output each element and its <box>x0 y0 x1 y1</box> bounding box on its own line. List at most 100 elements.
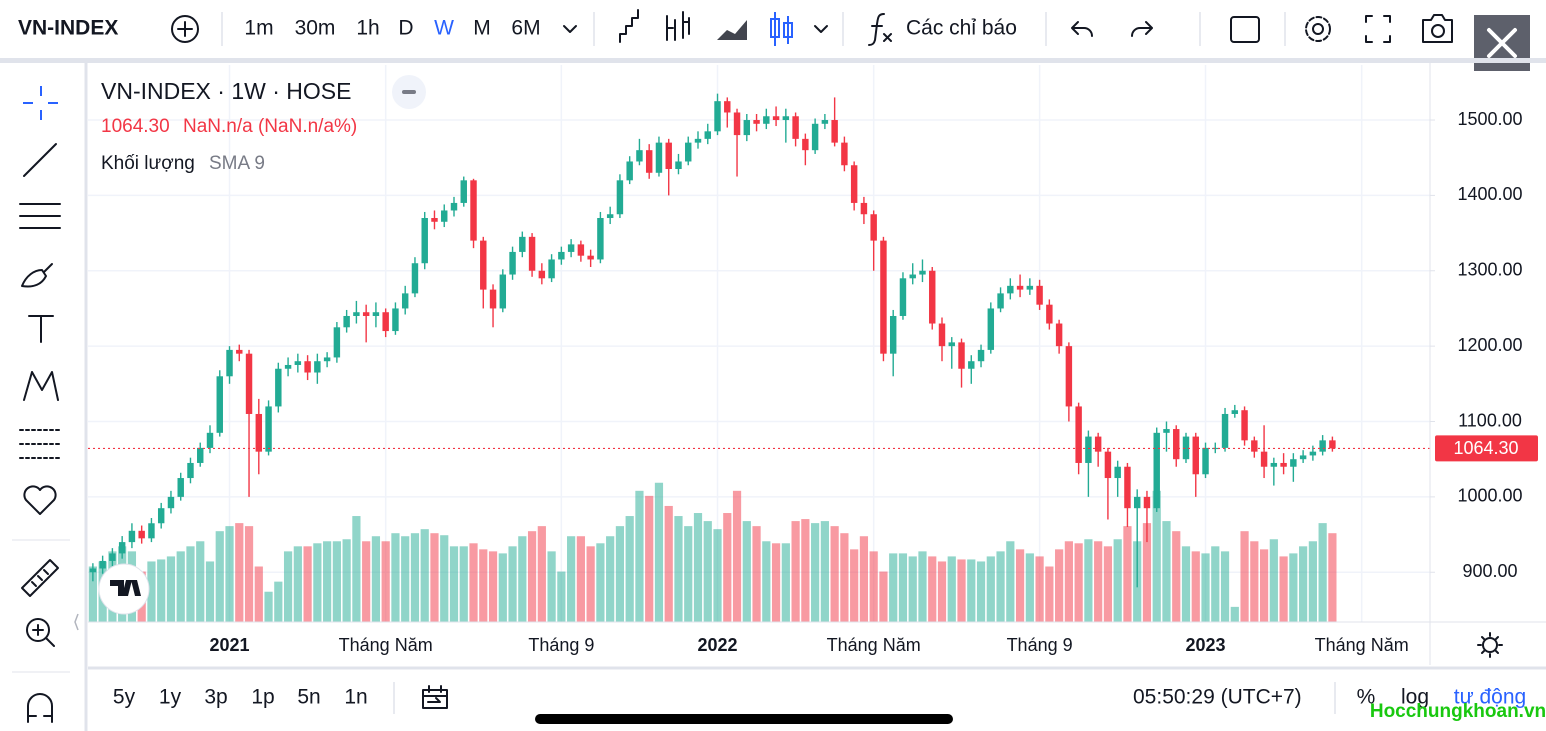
y-tick-label: 1300.00 <box>1457 260 1522 280</box>
candle-body <box>1329 440 1336 449</box>
ruler-tool[interactable] <box>21 559 59 597</box>
candle-body <box>977 349 985 362</box>
chart-type-step[interactable] <box>619 9 639 43</box>
interval-button[interactable]: 30m <box>295 17 336 40</box>
candle-body <box>1114 466 1121 479</box>
pattern-tool[interactable] <box>23 371 59 401</box>
volume-bar <box>645 495 654 622</box>
range-list: 5y 1y 3p 1p 5n 1n <box>113 686 368 709</box>
volume-bar <box>1152 490 1161 622</box>
snapshot-button[interactable] <box>1422 14 1453 43</box>
candle-body <box>811 123 819 151</box>
scale-option[interactable]: tự động <box>1454 686 1526 709</box>
candle-body <box>899 278 907 316</box>
volume-bar <box>1094 541 1103 622</box>
volume-bar <box>596 543 605 622</box>
candle-body <box>421 218 428 264</box>
interval-dropdown[interactable] <box>563 25 577 33</box>
volume-bar <box>1064 541 1073 622</box>
volume-bar <box>254 566 263 622</box>
volume-bar <box>371 536 381 622</box>
candle-body <box>1143 496 1151 509</box>
volume-bar <box>225 526 234 622</box>
add-symbol-button[interactable] <box>171 15 199 43</box>
candle-body <box>948 342 955 347</box>
chart-type-area[interactable] <box>717 20 747 40</box>
indicators-button[interactable]: Các chỉ báo <box>868 13 1017 46</box>
trend-line-tool[interactable] <box>23 143 57 177</box>
volume-bar <box>898 553 908 622</box>
favorites-tool[interactable] <box>23 485 57 515</box>
text-tool[interactable] <box>28 315 54 343</box>
range-button[interactable]: 1p <box>251 686 274 709</box>
candle-body <box>675 161 682 170</box>
fib-tool[interactable] <box>19 203 61 229</box>
interval-button[interactable]: D <box>398 17 413 40</box>
interval-button[interactable]: 6M <box>511 17 540 40</box>
collapse-handle[interactable] <box>74 613 79 631</box>
prediction-tool[interactable] <box>19 429 61 459</box>
crosshair-tool[interactable] <box>23 86 58 120</box>
volume-bar <box>674 516 683 622</box>
candle-body <box>343 315 350 328</box>
candle-body <box>480 240 487 290</box>
x-tick-label: Tháng Năm <box>339 635 433 655</box>
volume-bar <box>791 521 800 622</box>
last-price-label: 1064.30 <box>1453 438 1518 458</box>
range-button[interactable]: 5n <box>297 686 320 709</box>
chart-type-bars[interactable] <box>666 11 690 41</box>
range-button[interactable]: 3p <box>204 686 227 709</box>
interval-button[interactable]: 1m <box>244 17 273 40</box>
volume-pane <box>88 482 1337 622</box>
volume-bar <box>1055 549 1064 622</box>
symbol[interactable]: VN-INDEX <box>18 17 118 40</box>
volume-bar <box>147 561 156 622</box>
candle-body <box>528 236 536 271</box>
undo-button[interactable] <box>1071 21 1093 37</box>
chart-type-candles[interactable] <box>770 12 793 46</box>
candle-body <box>216 376 223 433</box>
layout-button[interactable] <box>1230 16 1260 43</box>
redo-button[interactable] <box>1131 21 1153 37</box>
x-tick-label: Tháng Năm <box>827 635 921 655</box>
volume-bar <box>1328 533 1337 622</box>
range-button[interactable]: 1n <box>344 686 367 709</box>
interval-button[interactable]: W <box>434 17 454 40</box>
volume-bar <box>615 526 625 622</box>
fullscreen-button[interactable] <box>1365 15 1391 43</box>
candle-body <box>206 432 214 448</box>
candle-body <box>870 214 877 241</box>
interval-button[interactable]: 1h <box>356 17 379 40</box>
candle-body <box>538 270 546 279</box>
time-axis-settings[interactable] <box>1477 632 1503 658</box>
volume-bar <box>713 529 722 622</box>
chart-type-dropdown[interactable] <box>814 25 828 33</box>
zoom-tool[interactable] <box>26 618 55 647</box>
candle-body <box>226 349 233 377</box>
range-button[interactable]: 1y <box>159 686 182 709</box>
volume-bar <box>986 556 995 622</box>
volume-bar <box>1279 556 1288 622</box>
tradingview-logo <box>98 563 150 615</box>
collapse-legend-button[interactable] <box>392 75 426 109</box>
candle-body <box>441 210 448 222</box>
volume-bar <box>664 505 673 622</box>
brush-tool[interactable] <box>21 263 53 288</box>
candle-body <box>1280 462 1287 467</box>
volume-bar <box>1240 531 1249 622</box>
indicators-label[interactable]: Các chỉ báo <box>906 17 1017 40</box>
volume-bar <box>1006 541 1015 622</box>
magnet-tool[interactable] <box>27 693 53 723</box>
candle-body <box>1270 462 1278 467</box>
interval-button[interactable]: M <box>473 17 491 40</box>
volume-bar <box>1308 541 1317 622</box>
go-to-date-button[interactable] <box>422 685 448 709</box>
settings-button[interactable] <box>1305 16 1331 42</box>
range-button[interactable]: 5y <box>113 686 136 709</box>
volume-bar <box>1181 546 1191 622</box>
candle-body <box>1309 451 1317 456</box>
volume-bar <box>635 490 644 622</box>
scale-option[interactable]: log <box>1401 686 1429 709</box>
scale-option[interactable]: % <box>1357 686 1376 709</box>
